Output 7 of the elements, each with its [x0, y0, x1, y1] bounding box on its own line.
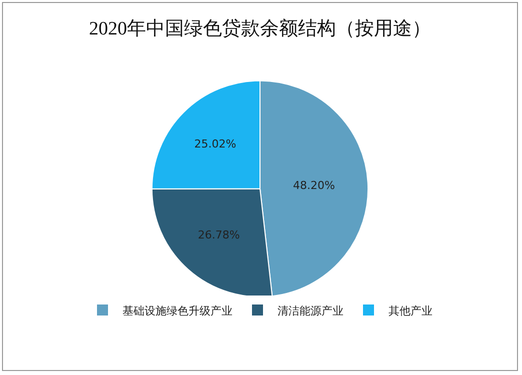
chart-title: 2020年中国绿色贷款余额结构（按用途）: [89, 18, 431, 40]
legend-label: 基础设施绿色升级产业: [122, 304, 232, 318]
data-label: 48.20%: [292, 179, 335, 192]
data-label: 26.78%: [198, 228, 240, 242]
data-label: 25.02%: [194, 138, 236, 151]
legend-label: 清洁能源产业: [278, 304, 344, 318]
legend-label: 其他产业: [388, 304, 432, 318]
